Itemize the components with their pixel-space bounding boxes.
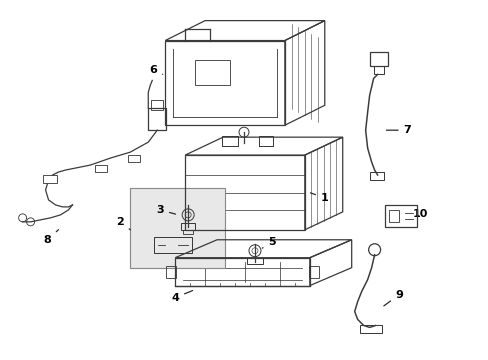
Bar bbox=[130, 188, 224, 268]
Text: 4: 4 bbox=[171, 291, 192, 302]
Bar bbox=[359, 325, 381, 333]
Bar bbox=[369, 172, 383, 180]
Bar bbox=[166, 266, 176, 278]
Bar bbox=[181, 223, 195, 230]
Bar bbox=[128, 155, 140, 162]
Text: 6: 6 bbox=[149, 66, 163, 76]
Bar bbox=[369, 53, 387, 67]
Bar bbox=[259, 136, 272, 146]
Bar bbox=[195, 60, 229, 85]
Bar bbox=[388, 210, 398, 222]
Bar bbox=[148, 108, 166, 130]
Text: 9: 9 bbox=[383, 289, 403, 306]
Text: 5: 5 bbox=[262, 237, 275, 248]
Text: 3: 3 bbox=[156, 205, 175, 215]
Text: 2: 2 bbox=[116, 217, 130, 230]
Bar bbox=[42, 175, 57, 183]
Text: 8: 8 bbox=[43, 230, 59, 245]
Text: 1: 1 bbox=[310, 193, 328, 203]
Text: 7: 7 bbox=[386, 125, 410, 135]
Bar bbox=[384, 205, 416, 227]
Bar bbox=[222, 136, 238, 146]
Text: 10: 10 bbox=[412, 209, 427, 219]
Bar bbox=[246, 258, 263, 264]
Bar bbox=[373, 67, 383, 75]
Bar bbox=[95, 165, 107, 172]
Bar bbox=[308, 266, 318, 278]
Bar bbox=[151, 100, 163, 110]
Bar bbox=[183, 230, 193, 234]
